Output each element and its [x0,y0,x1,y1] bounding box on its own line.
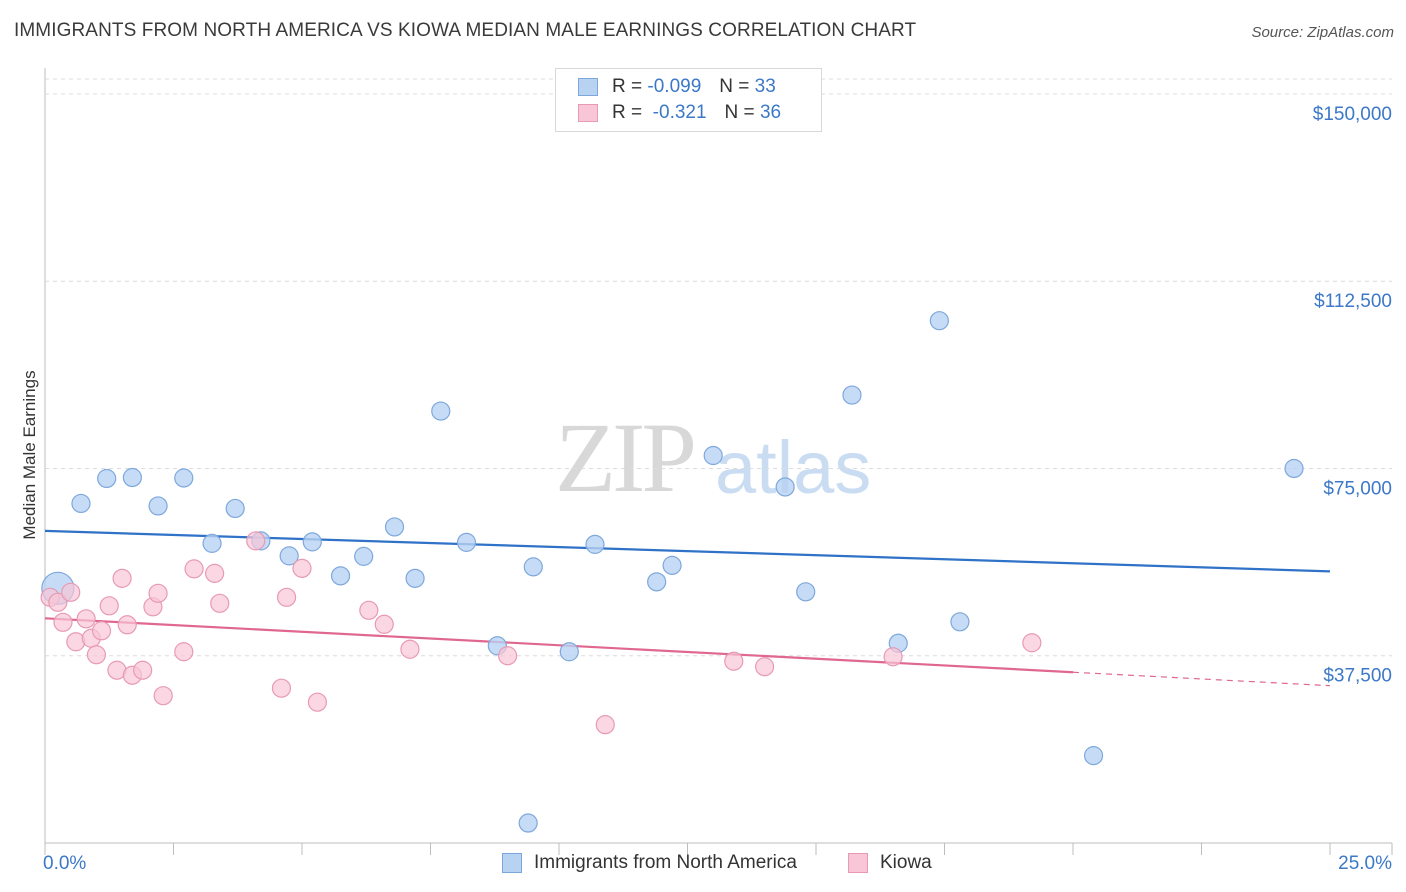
data-point-kiowa [724,651,744,671]
data-point-north-america [559,642,579,662]
y-tick-label: $112,500 [1314,291,1392,312]
gridlines [45,78,1392,657]
pink-swatch-icon [848,853,868,873]
axes [44,68,1393,855]
data-point-north-america [1284,458,1304,479]
data-point-north-america [1083,746,1104,766]
legend-row-north-america: R = -0.099 N = 33 [578,75,776,99]
data-point-kiowa [184,559,204,579]
data-point-kiowa [374,614,394,634]
data-point-kiowa [400,639,420,659]
data-point-north-america [148,496,168,516]
trend-line-kiowa-extrapolated [1072,671,1331,687]
data-point-north-america [71,493,91,514]
data-point-north-america [302,532,322,552]
data-point-north-america [775,477,795,497]
correlation-legend: R = -0.099 N = 33 R = -0.321 N = 36 [555,68,822,132]
r-value: -0.321 [652,102,707,123]
data-point-north-america [279,546,299,566]
pink-swatch-icon [578,104,598,122]
n-value: 36 [759,102,782,123]
r-value: -0.099 [647,76,702,97]
data-point-north-america [354,546,374,566]
data-point-kiowa [117,615,137,635]
r-label: R = [612,102,643,123]
y-tick-label: $150,000 [1313,104,1392,125]
data-point-kiowa [595,715,615,735]
legend-label: Kiowa [880,852,932,873]
n-label: N = [719,76,750,97]
data-point-kiowa [210,593,230,613]
x-tick-label: 25.0% [1338,853,1392,874]
data-point-kiowa [754,657,775,677]
data-point-kiowa [99,596,119,616]
tick-labels: $37,500 $75,000 $112,500 $150,000 0.0% 25.0% [43,104,1392,874]
data-point-north-america [523,557,543,577]
trend-line-north-america [44,529,1331,573]
data-point-kiowa [205,563,225,583]
data-point-north-america [431,401,451,421]
watermark-zip: ZIP [555,402,697,513]
y-tick-label: $37,500 [1323,666,1392,687]
data-point-north-america [384,517,405,537]
data-point-kiowa [246,531,266,551]
data-point-kiowa [112,568,132,588]
data-point-kiowa [148,583,168,603]
data-point-kiowa [86,645,107,665]
data-point-north-america [97,468,117,489]
data-point-north-america [202,533,222,553]
blue-swatch-icon [502,853,522,873]
data-point-kiowa [48,592,68,612]
data-point-north-america [225,498,245,519]
data-point-north-america [122,467,142,488]
data-point-kiowa [53,612,73,632]
data-point-kiowa [61,582,81,602]
data-points [40,311,1304,833]
y-tick-label: $75,000 [1323,478,1392,499]
data-point-north-america [929,311,949,331]
data-point-north-america [518,813,538,833]
trend-line-kiowa [44,617,1074,674]
data-point-north-america [174,468,194,488]
data-point-kiowa [498,646,518,666]
legend-item-north-america: Immigrants from North America [502,852,797,874]
data-point-kiowa [1022,633,1042,653]
legend-item-kiowa: Kiowa [848,852,932,874]
data-point-kiowa [883,647,903,667]
data-point-north-america [405,568,425,588]
series-legend: Immigrants from North America Kiowa [0,852,1406,878]
data-point-kiowa [271,678,292,698]
data-point-kiowa [91,621,112,641]
n-label: N = [724,102,755,123]
data-point-north-america [703,445,723,466]
data-point-north-america [330,566,351,586]
data-point-kiowa [276,587,297,607]
r-label: R = [612,76,643,97]
blue-swatch-icon [578,78,598,96]
data-point-kiowa [359,600,379,620]
data-point-kiowa [174,642,194,662]
legend-label: Immigrants from North America [534,852,797,873]
n-value: 33 [754,76,776,97]
data-point-kiowa [292,558,312,578]
source-label: Source: ZipAtlas.com [1251,24,1394,41]
legend-row-kiowa: R = -0.321 N = 36 [578,101,781,125]
data-point-kiowa [153,686,173,706]
watermark-atlas: atlas [715,426,872,509]
x-tick-label: 0.0% [43,853,86,874]
data-point-north-america [950,612,970,632]
data-point-kiowa [76,609,96,629]
data-point-north-america [662,555,682,575]
trend-lines [44,529,1331,687]
data-point-kiowa [133,660,153,680]
data-point-north-america [796,582,816,602]
data-point-north-america [842,385,862,405]
chart-title: IMMIGRANTS FROM NORTH AMERICA VS KIOWA M… [14,20,917,41]
data-point-north-america [647,572,667,592]
data-point-north-america [456,532,477,552]
data-point-kiowa [307,692,328,712]
data-point-north-america [585,534,605,554]
